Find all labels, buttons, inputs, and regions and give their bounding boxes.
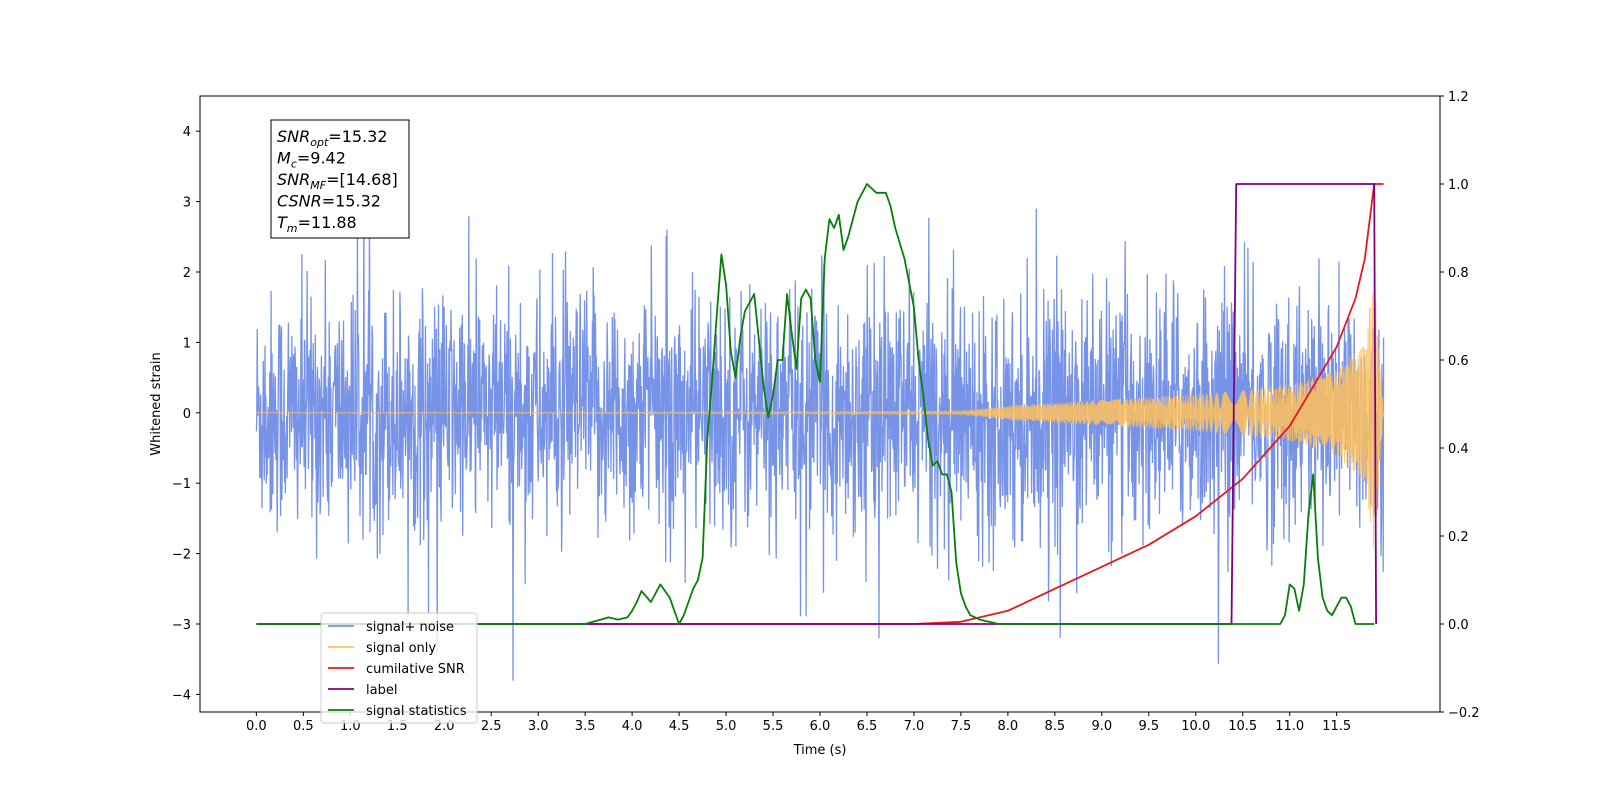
y-right-tick-label: 0.6 bbox=[1448, 354, 1469, 369]
x-tick-label: 5.0 bbox=[716, 719, 737, 734]
x-axis-label: Time (s) bbox=[793, 743, 847, 758]
legend-label: signal+ noise bbox=[366, 620, 454, 635]
x-tick-label: 5.5 bbox=[763, 719, 784, 734]
y-left-tick-label: −2 bbox=[172, 548, 191, 563]
y-right-tick-label: 0.2 bbox=[1448, 530, 1469, 545]
info-line: Tm=11.88 bbox=[277, 213, 357, 235]
x-tick-label: 10.5 bbox=[1228, 719, 1257, 734]
y-right-tick-label: −0.2 bbox=[1448, 706, 1480, 721]
legend-frame bbox=[320, 612, 478, 724]
x-tick-label: 8.0 bbox=[998, 719, 1019, 734]
info-box: SNRopt=15.32Mc=9.42SNRMF=[14.68]CSNR=15.… bbox=[270, 119, 410, 239]
y-axis-right: 1.2 1.0 0.8 0.6 0.4 0.2 0.0 −0.2 bbox=[1440, 90, 1480, 721]
legend-label: signal statistics bbox=[366, 704, 467, 719]
y-left-tick-label: 4 bbox=[183, 125, 191, 140]
info-line-base: CSNR bbox=[277, 192, 322, 211]
info-box-frame bbox=[270, 119, 410, 239]
info-line-value: =15.32 bbox=[322, 192, 381, 211]
y-right-tick-label: 0.4 bbox=[1448, 442, 1469, 457]
info-line-base: T bbox=[277, 213, 288, 232]
y-axis-left: 4 3 2 1 0 −1 −2 −3 −4 bbox=[172, 125, 200, 703]
y-left-tick-label: −1 bbox=[172, 477, 191, 492]
x-tick-label: 0.5 bbox=[293, 719, 314, 734]
info-line: SNRMF=[14.68] bbox=[277, 170, 398, 192]
x-tick-label: 7.5 bbox=[951, 719, 972, 734]
y-right-tick-label: 0.8 bbox=[1448, 266, 1469, 281]
legend-label: signal only bbox=[366, 641, 436, 656]
info-line-value: =11.88 bbox=[298, 213, 357, 232]
info-line-value: =15.32 bbox=[328, 127, 387, 146]
y-right-tick-label: 1.0 bbox=[1448, 178, 1469, 193]
plot-area bbox=[255, 183, 1385, 681]
y-right-tick-label: 1.2 bbox=[1448, 90, 1469, 105]
y-axis-label: Whitened strain bbox=[149, 352, 164, 455]
x-tick-label: 6.0 bbox=[810, 719, 831, 734]
series-label-only bbox=[256, 183, 1377, 625]
x-tick-label: 2.5 bbox=[481, 719, 502, 734]
y-left-tick-label: 1 bbox=[183, 336, 191, 351]
series-signal-only bbox=[256, 279, 1385, 548]
x-tick-label: 10.0 bbox=[1181, 719, 1210, 734]
x-tick-label: 8.5 bbox=[1045, 719, 1066, 734]
y-left-tick-label: −4 bbox=[172, 688, 191, 703]
info-line-value: =9.42 bbox=[297, 149, 346, 168]
legend-label: cumilative SNR bbox=[366, 662, 465, 677]
x-tick-label: 4.5 bbox=[669, 719, 690, 734]
x-tick-label: 9.0 bbox=[1091, 719, 1112, 734]
x-tick-label: 4.0 bbox=[622, 719, 643, 734]
x-tick-label: 11.0 bbox=[1275, 719, 1304, 734]
y-left-tick-label: 2 bbox=[183, 266, 191, 281]
info-line-base: SNR bbox=[277, 170, 310, 189]
info-line-base: M bbox=[277, 149, 291, 168]
info-line-sub: opt bbox=[310, 136, 329, 149]
info-lines: SNRopt=15.32Mc=9.42SNRMF=[14.68]CSNR=15.… bbox=[277, 127, 398, 235]
x-axis: 0.0 0.5 1.0 1.5 2.0 2.5 3.0 3.5 4.0 4.5 5.0 5.5 6.0 6… bbox=[246, 712, 1351, 734]
x-tick-label: 3.0 bbox=[528, 719, 549, 734]
info-line-sub: MF bbox=[310, 179, 326, 192]
info-line-base: SNR bbox=[277, 127, 310, 146]
info-line-sub: m bbox=[287, 222, 298, 235]
legend: signal+ noise signal only cumilative SNR la… bbox=[320, 612, 478, 724]
x-tick-label: 9.5 bbox=[1138, 719, 1159, 734]
y-left-tick-label: 0 bbox=[183, 407, 191, 422]
y-right-tick-label: 0.0 bbox=[1448, 618, 1469, 633]
y-left-tick-label: 3 bbox=[183, 196, 191, 211]
x-tick-label: 11.5 bbox=[1322, 719, 1351, 734]
x-tick-label: 7.0 bbox=[904, 719, 925, 734]
legend-label: label bbox=[366, 683, 397, 698]
info-line: SNRopt=15.32 bbox=[277, 127, 388, 149]
x-tick-label: 0.0 bbox=[246, 719, 267, 734]
series-signal-statistics bbox=[256, 183, 1375, 625]
legend-items: signal+ noise signal only cumilative SNR la… bbox=[328, 620, 467, 719]
x-tick-label: 3.5 bbox=[575, 719, 596, 734]
x-tick-label: 6.5 bbox=[857, 719, 878, 734]
info-line: CSNR=15.32 bbox=[277, 192, 381, 211]
y-left-tick-label: −3 bbox=[172, 618, 191, 633]
info-line-value: =[14.68] bbox=[326, 170, 398, 189]
info-line: Mc=9.42 bbox=[277, 149, 346, 171]
info-line-sub: c bbox=[291, 158, 297, 171]
series-group bbox=[255, 183, 1385, 681]
